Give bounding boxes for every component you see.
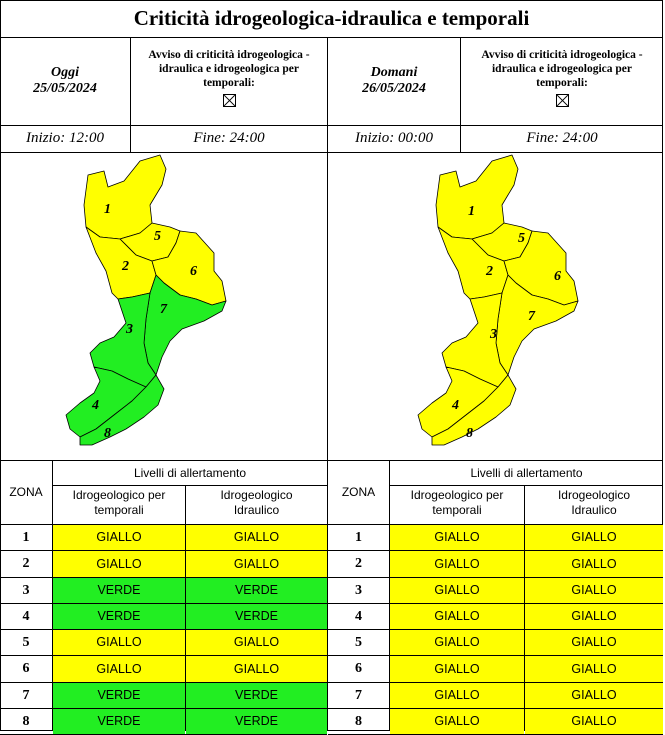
tomorrow-level-temporali: GIALLO bbox=[390, 551, 524, 577]
tomorrow-zone-label-7: 7 bbox=[528, 309, 536, 324]
tomorrow-zone-number: 8 bbox=[355, 714, 362, 729]
today-crossed-box-icon bbox=[222, 94, 236, 107]
tomorrow-end: Fine: 24:00 bbox=[526, 130, 598, 146]
today-notice-cell: Avviso di criticità idrogeologica - idra… bbox=[131, 38, 327, 124]
today-end: Fine: 24:00 bbox=[193, 130, 265, 146]
tomorrow-zone-label-1: 1 bbox=[468, 204, 475, 219]
tomorrow-crossed-box-icon bbox=[555, 94, 569, 107]
tomorrow-level-idraulico: GIALLO bbox=[525, 656, 663, 682]
today-level-temporali: VERDE bbox=[53, 578, 185, 603]
today-level-idraulico: GIALLO bbox=[186, 551, 327, 577]
tomorrow-date: 26/05/2024 bbox=[362, 81, 426, 96]
today-zone-label-1: 1 bbox=[104, 202, 111, 217]
today-zone-number: 2 bbox=[22, 556, 30, 571]
tomorrow-level-idraulico: GIALLO bbox=[525, 709, 663, 734]
today-zona-header: ZONA bbox=[9, 485, 43, 499]
tomorrow-zone-label-4: 4 bbox=[451, 398, 459, 413]
today-level-idraulico: GIALLO bbox=[186, 630, 327, 655]
tomorrow-zone-label-8: 8 bbox=[466, 426, 473, 441]
today-zone-label-8: 8 bbox=[104, 426, 111, 441]
today-zone-8 bbox=[79, 374, 165, 446]
today-level-temporali: VERDE bbox=[53, 709, 185, 734]
tomorrow-zona-header: ZONA bbox=[341, 485, 376, 499]
today-level-temporali: VERDE bbox=[53, 604, 185, 629]
tomorrow-level-temporali: GIALLO bbox=[390, 630, 524, 655]
tomorrow-levels-header: Livelli di allertamento bbox=[470, 466, 583, 480]
tomorrow-zone-number: 3 bbox=[355, 583, 362, 598]
tomorrow-col2-header: Idrogeologico Idraulico bbox=[557, 488, 631, 517]
tomorrow-label: Domani bbox=[370, 65, 418, 80]
tomorrow-level-temporali: GIALLO bbox=[390, 683, 524, 708]
today-level-idraulico: GIALLO bbox=[186, 525, 327, 550]
today-level-idraulico: VERDE bbox=[186, 604, 327, 629]
today-zone-label-7: 7 bbox=[160, 302, 168, 317]
page-title: Criticità idrogeologica-idraulica e temp… bbox=[0, 0, 663, 38]
tomorrow-zone-number: 1 bbox=[355, 530, 362, 545]
today-level-temporali: GIALLO bbox=[53, 551, 185, 577]
today-level-idraulico: VERDE bbox=[186, 578, 327, 603]
today-date: 25/05/2024 bbox=[33, 81, 97, 96]
tomorrow-zone-label-3: 3 bbox=[489, 327, 497, 342]
today-date-cell: Oggi 25/05/2024 bbox=[0, 38, 130, 124]
today-level-idraulico: VERDE bbox=[186, 683, 327, 708]
today-level-temporali: GIALLO bbox=[53, 630, 185, 655]
tomorrow-start: Inizio: 00:00 bbox=[355, 130, 433, 146]
today-zone-number: 7 bbox=[22, 688, 30, 703]
today-zone-map: 1 5 2 6 7 3 4 8 bbox=[65, 154, 227, 446]
today-col1-header: Idrogeologico per temporali bbox=[72, 488, 166, 517]
tomorrow-level-temporali: GIALLO bbox=[390, 604, 524, 629]
today-level-temporali: GIALLO bbox=[53, 656, 185, 682]
tomorrow-level-temporali: GIALLO bbox=[390, 709, 524, 734]
today-zone-number: 5 bbox=[22, 635, 30, 650]
tomorrow-level-idraulico: GIALLO bbox=[525, 551, 663, 577]
tomorrow-zone-label-6: 6 bbox=[554, 269, 561, 284]
tomorrow-zone-label-5: 5 bbox=[518, 231, 525, 246]
tomorrow-level-idraulico: GIALLO bbox=[525, 604, 663, 629]
today-level-idraulico: GIALLO bbox=[186, 656, 327, 682]
tomorrow-notice-text: Avviso di criticità idrogeologica - idra… bbox=[481, 49, 643, 89]
tomorrow-col1-header: Idrogeologico per temporali bbox=[410, 488, 504, 517]
today-zone-label-6: 6 bbox=[190, 264, 197, 279]
tomorrow-date-cell: Domani 26/05/2024 bbox=[328, 38, 460, 124]
tomorrow-zone-number: 5 bbox=[355, 635, 362, 650]
tomorrow-zone-number: 7 bbox=[355, 688, 362, 703]
tomorrow-zone-number: 2 bbox=[355, 556, 362, 571]
tomorrow-zone-number: 6 bbox=[355, 661, 362, 676]
today-level-idraulico: VERDE bbox=[186, 709, 327, 734]
tomorrow-zone-number: 4 bbox=[355, 609, 362, 624]
tomorrow-zone-8 bbox=[431, 374, 517, 446]
tomorrow-level-idraulico: GIALLO bbox=[525, 578, 663, 603]
today-zone-number: 3 bbox=[22, 583, 30, 598]
tomorrow-level-idraulico: GIALLO bbox=[525, 525, 663, 550]
tomorrow-notice-cell: Avviso di criticità idrogeologica - idra… bbox=[461, 38, 663, 124]
tomorrow-level-temporali: GIALLO bbox=[390, 525, 524, 550]
today-zone-number: 8 bbox=[22, 714, 30, 729]
today-zone-label-3: 3 bbox=[125, 322, 133, 337]
tomorrow-level-temporali: GIALLO bbox=[390, 578, 524, 603]
today-level-temporali: GIALLO bbox=[53, 525, 185, 550]
today-level-temporali: VERDE bbox=[53, 683, 185, 708]
today-notice-text: Avviso di criticità idrogeologica - idra… bbox=[148, 49, 310, 89]
today-zone-number: 6 bbox=[22, 661, 30, 676]
today-start: Inizio: 12:00 bbox=[26, 130, 104, 146]
today-levels-header: Livelli di allertamento bbox=[133, 466, 247, 480]
tomorrow-level-idraulico: GIALLO bbox=[525, 683, 663, 708]
today-zone-label-4: 4 bbox=[91, 398, 99, 413]
tomorrow-level-idraulico: GIALLO bbox=[525, 630, 663, 655]
today-col2-header: Idrogeologico Idraulico bbox=[220, 488, 293, 517]
today-label: Oggi bbox=[51, 65, 79, 80]
today-zone-number: 1 bbox=[22, 530, 30, 545]
tomorrow-zone-label-2: 2 bbox=[485, 264, 493, 279]
today-zone-label-2: 2 bbox=[121, 259, 129, 274]
today-zone-number: 4 bbox=[22, 609, 30, 624]
tomorrow-level-temporali: GIALLO bbox=[390, 656, 524, 682]
today-zone-label-5: 5 bbox=[154, 229, 161, 244]
tomorrow-zone-map: 1 5 2 6 7 3 4 8 bbox=[417, 154, 579, 446]
